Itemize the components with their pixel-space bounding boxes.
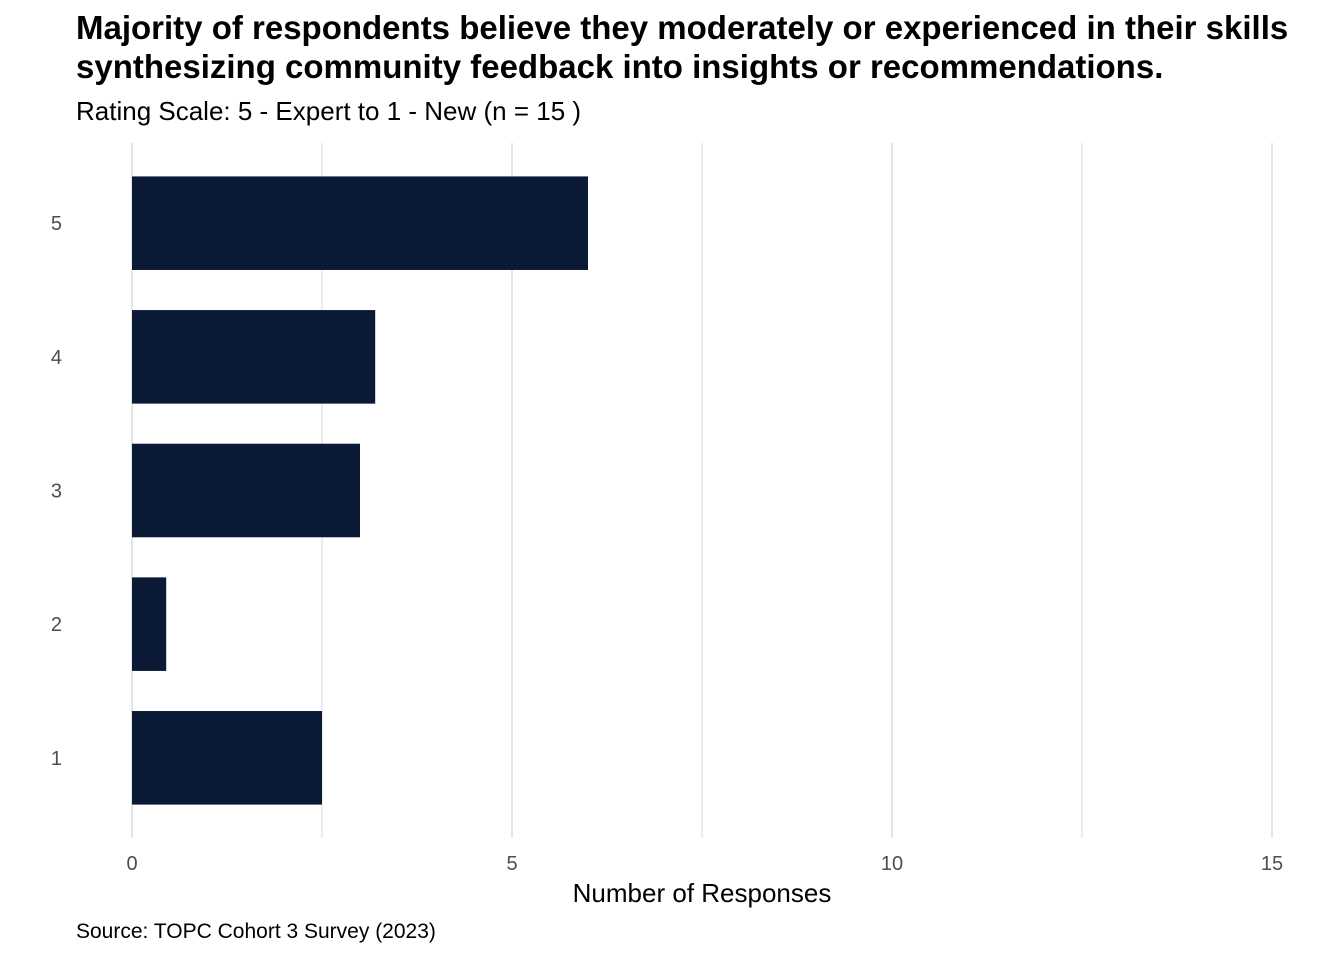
- x-tick-label-5: 5: [506, 853, 517, 875]
- y-tick-label-3: 3: [51, 481, 62, 503]
- chart-caption: Source: TOPC Cohort 3 Survey (2023): [76, 920, 436, 943]
- chart-subtitle: Rating Scale: 5 - Expert to 1 - New (n =…: [76, 96, 582, 126]
- bars: [132, 176, 588, 805]
- y-axis-tick-labels: 5 4 3 2 1: [51, 213, 62, 770]
- bar-rating-4: [132, 310, 376, 404]
- x-tick-label-0: 0: [126, 853, 137, 875]
- x-tick-label-15: 15: [1261, 853, 1283, 875]
- x-axis-title: Number of Responses: [573, 878, 832, 908]
- y-tick-label-4: 4: [51, 347, 62, 369]
- bar-rating-2: [132, 577, 167, 671]
- x-tick-label-10: 10: [881, 853, 903, 875]
- chart-title: Majority of respondents believe they mod…: [76, 9, 1289, 85]
- y-tick-label-2: 2: [51, 614, 62, 636]
- y-tick-label-1: 1: [51, 748, 62, 770]
- bar-rating-3: [132, 443, 360, 538]
- x-axis-tick-labels: 0 5 10 15: [126, 853, 1283, 875]
- y-tick-label-5: 5: [51, 213, 62, 235]
- bar-rating-5: [132, 176, 588, 270]
- bar-rating-1: [132, 711, 322, 805]
